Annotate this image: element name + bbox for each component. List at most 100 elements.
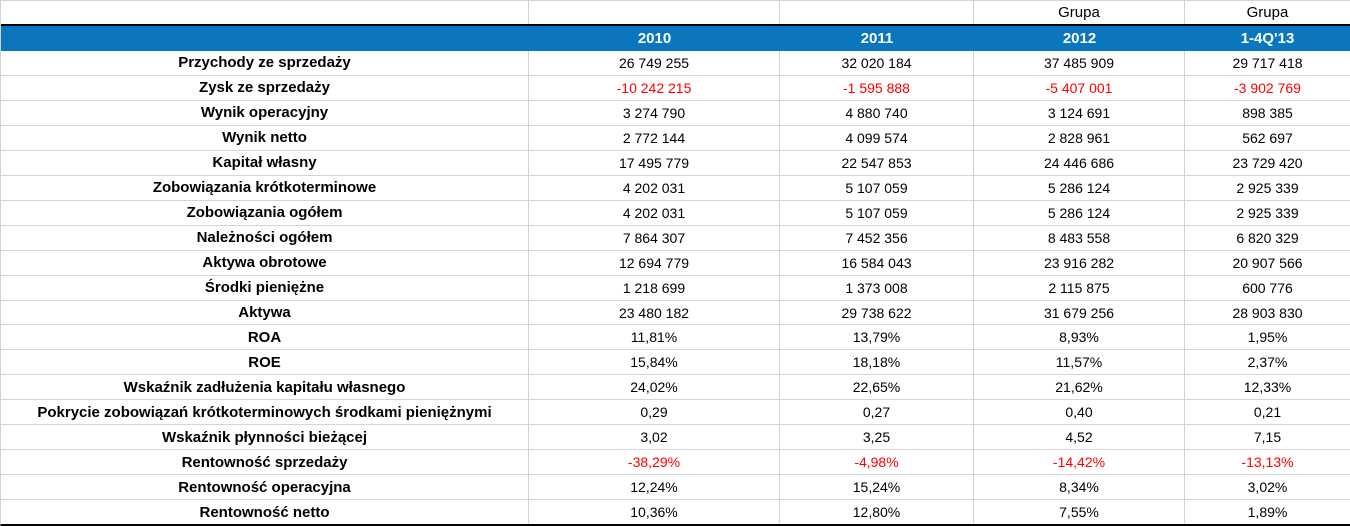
- row-label: Rentowność netto: [1, 500, 529, 524]
- empty-header-cell: [1, 26, 529, 51]
- value-cell: 23 480 182: [529, 300, 780, 325]
- value-cell: 12 694 779: [529, 250, 780, 275]
- value-cell: -38,29%: [529, 450, 780, 475]
- row-label: Aktywa: [1, 300, 529, 325]
- value-cell: 4 099 574: [780, 125, 974, 150]
- value-cell: -3 902 769: [1234, 79, 1301, 96]
- value-cell: 562 697: [1242, 129, 1293, 146]
- value-cell: 2 115 875: [974, 275, 1185, 300]
- value-cell: 20 907 566: [1232, 254, 1303, 271]
- group-label: Grupa: [974, 1, 1185, 24]
- value-cell: 26 749 255: [529, 51, 780, 75]
- value-cell: 2 828 961: [974, 125, 1185, 150]
- table-row: Zysk ze sprzedaży -10 242 215 -1 595 888 -5…: [1, 75, 1350, 101]
- value-cell: 2,37%: [1247, 354, 1288, 371]
- value-cell: 28 903 830: [1232, 304, 1303, 321]
- empty-header-cell: [780, 1, 974, 24]
- table-row: Wynik netto 2 772 144 4 099 574 2 828 961 56…: [1, 125, 1350, 151]
- table-row: Rentowność netto 10,36% 12,80% 7,55% 1,89%: [1, 500, 1350, 524]
- value-cell: 4,52: [974, 425, 1185, 450]
- value-cell: 11,81%: [529, 325, 780, 350]
- table-row: Aktywa obrotowe 12 694 779 16 584 043 23 91…: [1, 250, 1350, 276]
- value-cell: 1,95%: [1247, 329, 1288, 346]
- value-cell: 2 925 339: [1236, 204, 1299, 221]
- value-cell: 3,02%: [1247, 479, 1288, 496]
- value-cell: 7,15: [1253, 429, 1282, 446]
- table-row: Rentowność operacyjna 12,24% 15,24% 8,34% 3,…: [1, 475, 1350, 501]
- value-cell: -14,42%: [974, 450, 1185, 475]
- row-label: Rentowność operacyjna: [1, 475, 529, 500]
- row-label: Środki pieniężne: [1, 275, 529, 300]
- value-cell: 4 202 031: [529, 200, 780, 225]
- value-cell: 5 286 124: [974, 200, 1185, 225]
- table-row: Rentowność sprzedaży -38,29% -4,98% -14,42%…: [1, 450, 1350, 476]
- row-label: Wskaźnik płynności bieżącej: [1, 425, 529, 450]
- row-label: Rentowność sprzedaży: [1, 450, 529, 475]
- table-row: Należności ogółem 7 864 307 7 452 356 8 483…: [1, 225, 1350, 251]
- table-row: Kapitał własny 17 495 779 22 547 853 24 446…: [1, 150, 1350, 176]
- table-row: Aktywa 23 480 182 29 738 622 31 679 256 28 9…: [1, 300, 1350, 326]
- value-cell: 10,36%: [529, 500, 780, 524]
- row-label: Wynik netto: [1, 125, 529, 150]
- value-cell: 7,55%: [974, 500, 1185, 524]
- value-cell: 17 495 779: [529, 150, 780, 175]
- row-label: Zobowiązania ogółem: [1, 200, 529, 225]
- value-cell: 0,40: [974, 400, 1185, 425]
- value-cell: 3,02: [529, 425, 780, 450]
- table-row: Wskaźnik zadłużenia kapitału własnego 24,…: [1, 375, 1350, 401]
- year-header-cell: 2012: [1062, 30, 1097, 47]
- value-cell: 1,89%: [1247, 504, 1288, 521]
- value-cell: 29 717 418: [1232, 54, 1303, 71]
- table-row: ROE 15,84% 18,18% 11,57% 2,37%: [1, 350, 1350, 376]
- value-cell: 898 385: [1242, 104, 1293, 121]
- value-cell: 8,93%: [974, 325, 1185, 350]
- group-header-row: Grupa Grupa: [1, 1, 1350, 26]
- table-row: Środki pieniężne 1 218 699 1 373 008 2 115 …: [1, 275, 1350, 301]
- year-header-cell: 2010: [637, 30, 672, 47]
- row-label: Pokrycie zobowiązań krótkoterminowych śr…: [1, 400, 529, 425]
- value-cell: -13,13%: [1241, 454, 1294, 471]
- value-cell: 12,33%: [1243, 379, 1292, 396]
- empty-header-cell: [1, 1, 529, 24]
- value-cell: 21,62%: [974, 375, 1185, 400]
- value-cell: 23 729 420: [1232, 154, 1303, 171]
- value-cell: 37 485 909: [974, 51, 1185, 75]
- row-label: ROA: [1, 325, 529, 350]
- value-cell: 22 547 853: [780, 150, 974, 175]
- value-cell: -1 595 888: [780, 75, 974, 100]
- value-cell: 5 286 124: [974, 175, 1185, 200]
- value-cell: 7 864 307: [529, 225, 780, 250]
- row-label: ROE: [1, 350, 529, 375]
- table-row: Wynik operacyjny 3 274 790 4 880 740 3 124 …: [1, 100, 1350, 126]
- value-cell: 15,84%: [529, 350, 780, 375]
- table-row: Wskaźnik płynności bieżącej 3,02 3,25 4,52 7…: [1, 425, 1350, 451]
- value-cell: 1 373 008: [780, 275, 974, 300]
- value-cell: 8 483 558: [974, 225, 1185, 250]
- value-cell: 16 584 043: [780, 250, 974, 275]
- value-cell: 22,65%: [780, 375, 974, 400]
- value-cell: 0,27: [780, 400, 974, 425]
- value-cell: -10 242 215: [529, 75, 780, 100]
- table-body: Przychody ze sprzedaży 26 749 255 32 020 1…: [1, 51, 1350, 524]
- value-cell: 12,24%: [529, 475, 780, 500]
- value-cell: 29 738 622: [780, 300, 974, 325]
- value-cell: 0,29: [529, 400, 780, 425]
- value-cell: 2 772 144: [529, 125, 780, 150]
- value-cell: 3 274 790: [529, 100, 780, 125]
- value-cell: 24,02%: [529, 375, 780, 400]
- value-cell: 24 446 686: [974, 150, 1185, 175]
- value-cell: 8,34%: [974, 475, 1185, 500]
- table-row: Przychody ze sprzedaży 26 749 255 32 020 1…: [1, 51, 1350, 76]
- value-cell: 31 679 256: [974, 300, 1185, 325]
- row-label: Przychody ze sprzedaży: [1, 51, 529, 75]
- value-cell: -4,98%: [780, 450, 974, 475]
- value-cell: 7 452 356: [780, 225, 974, 250]
- row-label: Kapitał własny: [1, 150, 529, 175]
- group-label: Grupa: [1246, 4, 1289, 21]
- row-label: Zobowiązania krótkoterminowe: [1, 175, 529, 200]
- table-row: Pokrycie zobowiązań krótkoterminowych śr…: [1, 400, 1350, 426]
- row-label: Wynik operacyjny: [1, 100, 529, 125]
- value-cell: 3,25: [780, 425, 974, 450]
- value-cell: 32 020 184: [780, 51, 974, 75]
- value-cell: 0,21: [1253, 404, 1282, 421]
